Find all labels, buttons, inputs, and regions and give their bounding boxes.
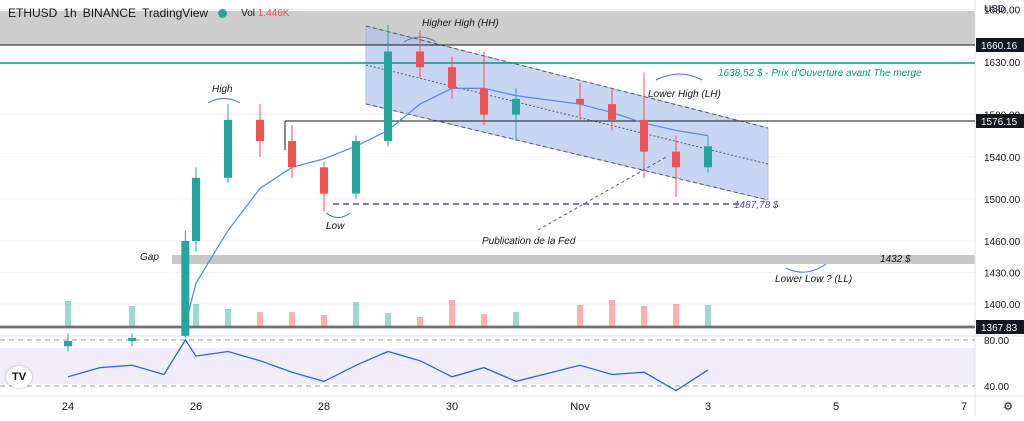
volume-bar xyxy=(609,300,615,326)
candle-body[interactable] xyxy=(640,119,648,152)
price-tick-label: 1460.00 xyxy=(984,237,1021,248)
annotation-1432: 1432 $ xyxy=(880,254,911,265)
volume-bar xyxy=(641,306,647,326)
candle-body[interactable] xyxy=(672,151,680,168)
exchange-label: BINANCE xyxy=(82,6,137,20)
resistance-zone xyxy=(0,11,975,45)
price-tag-bg xyxy=(976,114,1024,128)
time-tick-label: 26 xyxy=(190,401,202,413)
channel-upper-line xyxy=(365,25,769,129)
rsi-tick-label: 80.00 xyxy=(984,336,1009,347)
price-tick-label: 1540.00 xyxy=(984,153,1021,164)
low-arc xyxy=(325,212,351,218)
volume-bar xyxy=(225,309,231,326)
annotation-1487: 1487,78 $ xyxy=(734,200,779,211)
settings-gear-icon: ⚙ xyxy=(1003,401,1013,413)
ll-arc xyxy=(785,263,827,273)
price-tag-bg xyxy=(976,38,1024,52)
time-tick-label: 3 xyxy=(705,401,711,413)
volume-bar xyxy=(385,313,391,326)
candle-body[interactable] xyxy=(352,140,360,194)
time-tick-label: 5 xyxy=(833,401,839,413)
price-tick-label: 1630.00 xyxy=(984,58,1021,69)
rsi-band xyxy=(0,348,975,384)
candle-body[interactable] xyxy=(576,98,584,105)
interval-label[interactable]: 1h xyxy=(63,6,77,20)
candle-body[interactable] xyxy=(181,241,190,336)
annotation-gap: Gap xyxy=(140,252,159,263)
candle-body[interactable] xyxy=(320,167,328,194)
volume-bar xyxy=(321,315,327,326)
time-tick-label: 7 xyxy=(961,401,967,413)
symbol-label[interactable]: ETHUSD xyxy=(8,6,58,20)
price-tag-label: 1576.15 xyxy=(981,117,1018,128)
candle-body[interactable] xyxy=(704,146,712,168)
price-tick-label: 1400.00 xyxy=(984,300,1021,311)
volume-bar xyxy=(129,306,135,326)
candle-body[interactable] xyxy=(448,67,456,89)
lh-arc xyxy=(655,73,703,81)
volume-bar xyxy=(193,304,199,326)
candle-body[interactable] xyxy=(224,119,232,178)
price-tag-label: 1660.16 xyxy=(981,41,1018,52)
volume-bar xyxy=(577,305,583,326)
candle-body[interactable] xyxy=(384,51,392,141)
annotation-fed: Publication de la Fed xyxy=(482,236,576,247)
gap-zone-1432 xyxy=(172,255,975,264)
price-tag-bg xyxy=(976,320,1024,334)
annotation-higher-high: Higher High (HH) xyxy=(422,18,499,29)
volume-bar xyxy=(182,304,189,326)
channel-mid-line xyxy=(365,64,769,165)
price-tag-label: 1367.83 xyxy=(981,323,1018,334)
volume-bar xyxy=(353,302,359,326)
candle-body[interactable] xyxy=(480,88,488,115)
candle-body[interactable] xyxy=(64,341,72,347)
source-label: TradingView xyxy=(142,6,209,20)
channel-lower-line xyxy=(365,103,769,201)
volume-readout: Vol 1.446K xyxy=(241,8,289,19)
volume-value: 1.446K xyxy=(257,7,290,19)
moving-average-line xyxy=(184,87,709,326)
volume-bar xyxy=(449,300,455,326)
annotation-merge: 1638,52 $ - Prix d'Ouverture avant The m… xyxy=(718,68,922,79)
price-tick-label: 1680.00 xyxy=(984,5,1021,16)
volume-bar xyxy=(257,312,263,326)
candle-body[interactable] xyxy=(256,119,264,141)
volume-bar xyxy=(513,312,519,326)
rsi-line xyxy=(67,338,709,392)
volume-bar xyxy=(417,317,423,326)
high-arc xyxy=(207,98,241,104)
candle-body[interactable] xyxy=(128,337,136,342)
annotation-high: High xyxy=(212,84,233,95)
annotation-lower-high: Lower High (LH) xyxy=(648,89,721,100)
candle-body[interactable] xyxy=(512,98,520,115)
time-tick-label: Nov xyxy=(570,401,590,413)
time-tick-label: 30 xyxy=(446,401,458,413)
price-tick-label: 1500.00 xyxy=(984,195,1021,206)
candle-body[interactable] xyxy=(608,104,616,120)
rsi-tick-label: 40.00 xyxy=(984,382,1009,393)
chart-header: ETHUSD 1h BINANCE TradingView Vol 1.446K xyxy=(8,6,289,20)
volume-bar xyxy=(673,304,679,326)
volume-bar xyxy=(705,305,711,326)
volume-label: Vol xyxy=(241,7,255,19)
volume-bar xyxy=(65,301,71,326)
annotation-low: Low xyxy=(326,221,345,232)
price-axis-currency: USD xyxy=(984,4,1005,15)
candle-body[interactable] xyxy=(288,140,296,168)
hh-arc xyxy=(403,36,437,43)
tradingview-logo-icon[interactable]: TV xyxy=(6,366,32,388)
time-tick-label: 28 xyxy=(318,401,330,413)
candle-body[interactable] xyxy=(416,51,424,68)
market-status-icon xyxy=(218,8,228,18)
time-tick-label: 24 xyxy=(62,401,74,413)
fed-pointer xyxy=(537,155,669,231)
volume-bar xyxy=(481,314,487,326)
annotation-lower-low: Lower Low ? (LL) xyxy=(775,274,852,285)
volume-bar xyxy=(289,312,295,326)
price-tick-label: 1430.00 xyxy=(984,269,1021,280)
candle-body[interactable] xyxy=(192,177,200,241)
